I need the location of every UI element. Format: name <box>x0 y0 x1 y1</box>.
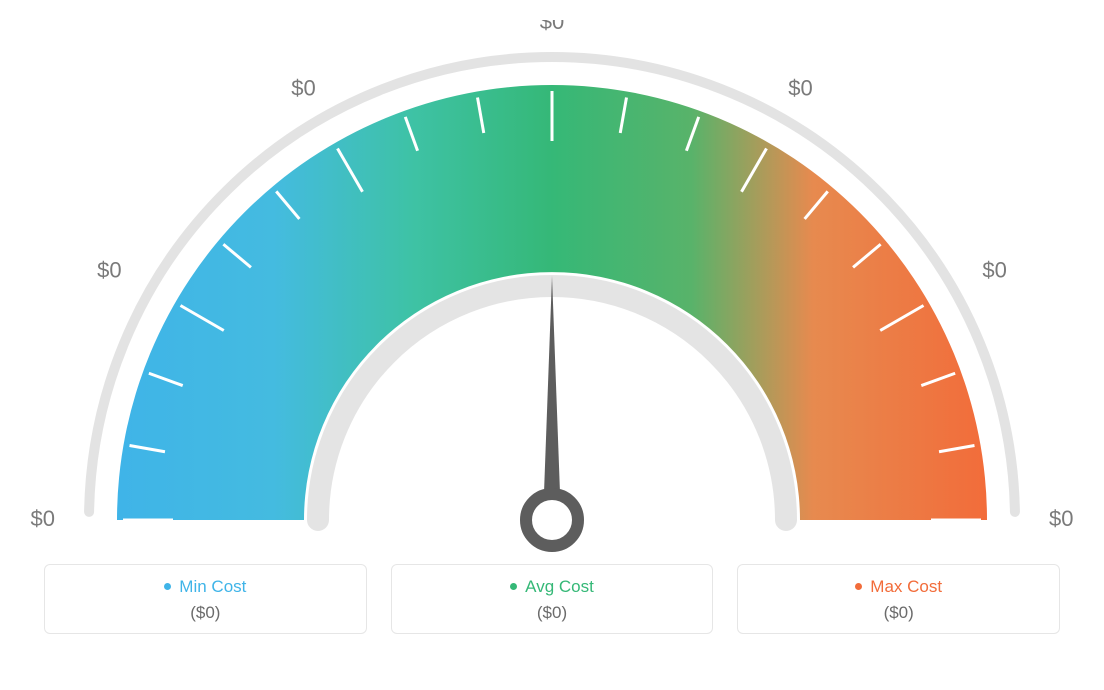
legend-row: Min Cost ($0) Avg Cost ($0) Max Cost ($0… <box>20 564 1084 634</box>
svg-text:$0: $0 <box>788 76 812 101</box>
gauge-chart: $0 $0 $0 $0 $0 $0 $0 <box>20 20 1084 560</box>
legend-value-min: ($0) <box>61 603 350 623</box>
legend-label-text: Avg Cost <box>525 577 594 596</box>
legend-card-min: Min Cost ($0) <box>44 564 367 634</box>
legend-label-avg: Avg Cost <box>408 577 697 597</box>
dot-icon <box>510 583 517 590</box>
svg-text:$0: $0 <box>31 506 55 531</box>
svg-text:$0: $0 <box>291 76 315 101</box>
legend-label-min: Min Cost <box>61 577 350 597</box>
dot-icon <box>164 583 171 590</box>
cost-gauge-widget: $0 $0 $0 $0 $0 $0 $0 Min Cost ($0) Avg Cost ($… <box>20 20 1084 670</box>
legend-value-avg: ($0) <box>408 603 697 623</box>
legend-label-max: Max Cost <box>754 577 1043 597</box>
dot-icon <box>855 583 862 590</box>
legend-card-max: Max Cost ($0) <box>737 564 1060 634</box>
gauge-svg: $0 $0 $0 $0 $0 $0 $0 <box>20 20 1084 560</box>
legend-value-max: ($0) <box>754 603 1043 623</box>
svg-text:$0: $0 <box>97 258 121 283</box>
legend-label-text: Min Cost <box>179 577 246 596</box>
svg-text:$0: $0 <box>540 20 564 34</box>
legend-card-avg: Avg Cost ($0) <box>391 564 714 634</box>
svg-text:$0: $0 <box>1049 506 1073 531</box>
svg-text:$0: $0 <box>982 258 1006 283</box>
legend-label-text: Max Cost <box>870 577 942 596</box>
